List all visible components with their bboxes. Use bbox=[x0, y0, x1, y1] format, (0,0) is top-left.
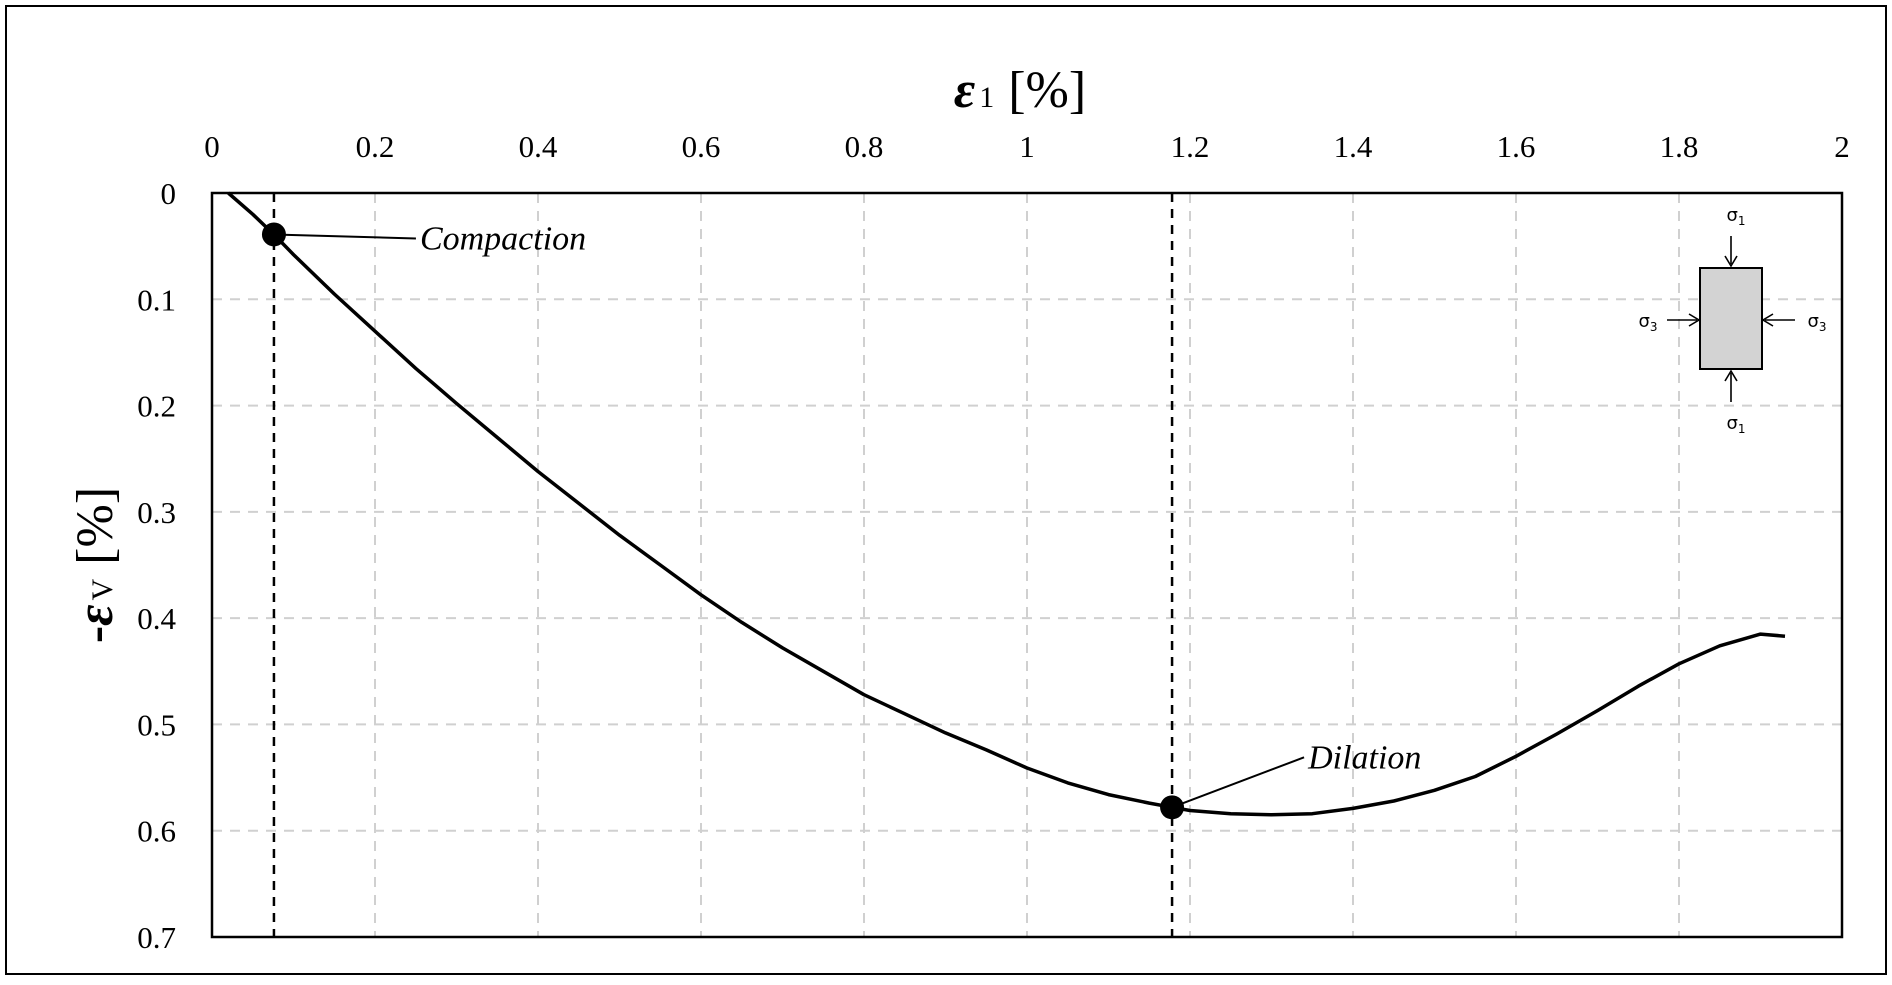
y-tick-label: 0.2 bbox=[137, 389, 176, 424]
annotations: Compaction Dilation bbox=[261, 220, 1421, 820]
x-tick-label: 1.6 bbox=[1497, 129, 1536, 164]
annotation-point bbox=[1160, 795, 1185, 820]
y-tick-label: 0 bbox=[161, 176, 177, 211]
x-axis-title: ε 1 [%] bbox=[954, 62, 1086, 119]
sigma3-left-label: σ3 bbox=[1638, 311, 1657, 334]
x-axis-symbol: ε bbox=[954, 62, 975, 119]
y-tick-label: 0.4 bbox=[137, 601, 176, 636]
sigma1-top-label: σ1 bbox=[1726, 205, 1745, 228]
y-tick-label: 0.3 bbox=[137, 495, 176, 530]
annotation-leader bbox=[273, 233, 416, 240]
y-axis-symbol: ε bbox=[67, 604, 124, 625]
y-axis-title: -εV [%] bbox=[67, 487, 124, 643]
specimen-box bbox=[1699, 267, 1763, 370]
x-tick-labels: 0 0.2 0.4 0.6 0.8 1 1.2 1.4 1.6 1.8 2 bbox=[204, 129, 1850, 164]
x-tick-label: 0.2 bbox=[356, 129, 395, 164]
figure-border bbox=[5, 5, 1887, 975]
stress-inset: σ1 σ1 σ3 σ3 bbox=[1638, 205, 1826, 436]
x-tick-label: 1 bbox=[1019, 129, 1035, 164]
x-tick-label: 0.8 bbox=[845, 129, 884, 164]
plot-area-frame bbox=[210, 191, 1844, 939]
annotation-label: Compaction bbox=[420, 220, 586, 257]
x-tick-label: 0 bbox=[204, 129, 220, 164]
y-tick-label: 0.7 bbox=[137, 920, 176, 955]
x-tick-label: 1.4 bbox=[1334, 129, 1373, 164]
x-tick-label: 0.6 bbox=[682, 129, 721, 164]
annotation-leader bbox=[1171, 756, 1305, 809]
sigma3-right-arrowhead bbox=[1761, 313, 1774, 327]
annotation-point bbox=[261, 222, 286, 247]
y-tick-label: 0.1 bbox=[137, 282, 176, 317]
grid bbox=[212, 193, 1842, 937]
vertical-markers bbox=[272, 193, 1174, 937]
series bbox=[227, 191, 1786, 817]
x-tick-label: 0.4 bbox=[519, 129, 558, 164]
y-axis-unit: [%] bbox=[67, 487, 124, 565]
sigma3-right-label: σ3 bbox=[1807, 311, 1826, 334]
x-axis-subscript: 1 bbox=[979, 81, 994, 114]
series-line bbox=[227, 191, 1786, 817]
x-axis-unit: [%] bbox=[1008, 62, 1086, 119]
y-axis-subscript: V bbox=[86, 578, 119, 600]
sigma1-bottom-arrowhead bbox=[1724, 369, 1738, 382]
y-axis-prefix: - bbox=[67, 626, 124, 643]
x-tick-label: 1.8 bbox=[1660, 129, 1699, 164]
sigma1-bottom-label: σ1 bbox=[1726, 413, 1745, 436]
x-tick-label: 2 bbox=[1834, 129, 1850, 164]
y-tick-labels: 0 0.1 0.2 0.3 0.4 0.5 0.6 0.7 bbox=[137, 176, 176, 955]
sigma1-top-arrowhead bbox=[1724, 255, 1738, 268]
x-tick-label: 1.2 bbox=[1171, 129, 1210, 164]
sigma3-left-arrowhead bbox=[1688, 313, 1701, 327]
annotation-label: Dilation bbox=[1307, 739, 1421, 776]
y-tick-label: 0.5 bbox=[137, 707, 176, 742]
y-tick-label: 0.6 bbox=[137, 814, 176, 849]
